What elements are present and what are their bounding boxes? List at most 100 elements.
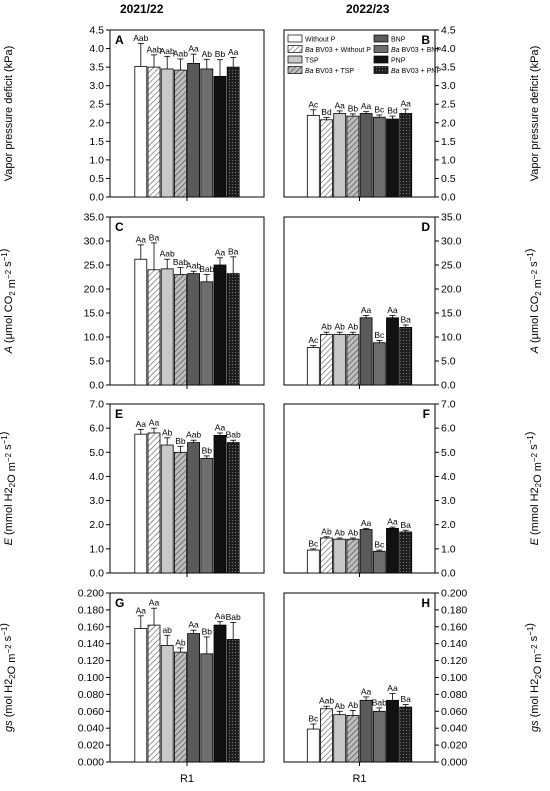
panel-c-ytick-label: 10.0: [84, 332, 105, 344]
panel-d-bar: [306, 347, 320, 386]
panel-g-bar: [134, 628, 148, 763]
panel-g-frame: [109, 592, 265, 763]
panel-c-sig-letter: Ba: [149, 232, 160, 242]
legend-label: Ba BV03 + TSP: [305, 68, 354, 75]
panel-h-letter: H: [421, 596, 430, 610]
panel-h-bar: [372, 710, 386, 763]
panel-c-sig-letter: Bab: [173, 257, 188, 267]
panel-h-bar: [306, 728, 320, 763]
legend-label: BNP: [391, 37, 406, 44]
panel-b-bar: [320, 119, 333, 198]
panel-g-sig-letter: Aa: [188, 620, 199, 630]
panel-h-sig-letter: Bab: [372, 697, 387, 707]
panel-b-sig-letter: Aa: [361, 101, 372, 111]
panel-f-bar: [359, 529, 373, 574]
panel-d-ytick-label: 20.0: [441, 284, 462, 296]
panel-b-sig-letter: Bd: [321, 107, 332, 117]
panel-h-bar: [386, 699, 399, 763]
panel-e-bar: [226, 442, 240, 574]
panel-h-xtick-label: R1: [352, 773, 366, 785]
panel-h-ytick-label: 0.140: [441, 638, 467, 650]
panel-a-ytick-label: 3.0: [89, 80, 104, 92]
panel-b-bar: [306, 114, 320, 198]
panel-c-ytick-label: 0.0: [89, 380, 104, 392]
panel-a-ytick-label: 1.5: [89, 136, 104, 148]
panel-b-sig-letter: Ac: [308, 99, 319, 109]
panel-c-ylabel: A (μmol CO2 m−2 s−1): [0, 249, 18, 355]
panel-b-bar: [346, 115, 360, 198]
panel-g-bar: [173, 651, 187, 763]
panel-h-ytick-label: 0.160: [441, 621, 467, 633]
panel-a-bar: [200, 68, 214, 198]
panel-d-sig-letter: Ba: [400, 315, 411, 325]
legend-swatch: [287, 66, 303, 74]
panel-h-ytick-label: 0.200: [441, 588, 467, 600]
panel-b-letter: B: [421, 33, 430, 47]
panel-h-ytick-label: 0.000: [441, 757, 467, 769]
legend-swatch: [373, 34, 389, 43]
panel-f-bar: [333, 538, 347, 574]
panel-e-ytick-label: 5.0: [89, 447, 104, 459]
panel-e-bar: [160, 444, 174, 574]
panel-f-letter: F: [423, 407, 430, 421]
panel-h-sig-letter: Aa: [361, 686, 372, 696]
panel-h-ytick-label: 0.080: [441, 689, 467, 701]
panel-a: 0.00.51.01.52.02.53.03.54.04.5A AabAabAab…: [89, 25, 265, 204]
panel-d-bar: [320, 334, 333, 386]
panel-e-ytick-label: 0.0: [89, 568, 104, 580]
panel-b-ytick-label: 1.0: [441, 154, 456, 166]
panel-d-ytick-label: 10.0: [441, 332, 462, 344]
panel-d-bar: [386, 317, 399, 386]
panel-a-sig-letter: Aab: [160, 46, 175, 56]
panel-e-sig-letter: Aab: [186, 430, 201, 440]
panel-h-sig-letter: Ab: [348, 700, 359, 710]
panel-a-ytick-label: 4.0: [89, 43, 104, 55]
panel-a-ytick-label: 4.5: [89, 25, 104, 37]
panel-c-letter: C: [115, 220, 124, 234]
panel-g-letter: G: [115, 596, 124, 610]
panel-b-ytick-label: 0.5: [441, 173, 456, 185]
legend-swatch: [287, 45, 303, 53]
panel-d-bar: [333, 334, 347, 386]
panel-f-sig-letter: Ab: [348, 527, 359, 537]
panel-f-ytick-label: 0.0: [441, 568, 456, 580]
panel-e-ytick-label: 7.0: [89, 399, 104, 411]
panel-c-sig-letter: Aab: [160, 249, 175, 259]
panel-a-sig-letter: Aa: [228, 47, 239, 57]
panel-b-ytick-label: 2.5: [441, 99, 456, 111]
panel-g-bar: [160, 644, 174, 763]
panel-f-bar: [399, 531, 413, 574]
panel-b-sig-letter: Bb: [348, 103, 359, 113]
panel-c-bar: [187, 273, 201, 386]
panel-b-sig-letter: Bc: [374, 104, 385, 114]
panel-b-bar: [333, 113, 347, 198]
panel-e-ylabel: E (mmol H22O m−2 s−1): [0, 432, 18, 546]
panel-a-bar: [226, 66, 240, 198]
panel-g-ytick-label: 0.160: [78, 621, 104, 633]
panel-f-sig-letter: Aa: [361, 518, 372, 528]
panel-f-bar: [306, 549, 320, 574]
panel-a-sig-letter: Bb: [215, 49, 226, 59]
panel-d-sig-letter: Aa: [387, 305, 398, 315]
panel-c-bar: [160, 268, 174, 386]
panel-d-bar: [346, 334, 360, 386]
panel-g-ytick-label: 0.000: [78, 757, 104, 769]
panel-g-sig-letter: Bb: [202, 626, 213, 636]
panel-f-ytick-label: 5.0: [441, 447, 456, 459]
panel-a-letter: A: [115, 33, 124, 47]
panel-d-sig-letter: Ac: [308, 335, 319, 345]
panel-a-bar: [187, 63, 201, 198]
panel-h-ytick-label: 0.060: [441, 706, 467, 718]
panel-b-sig-letter: Bd: [387, 106, 398, 116]
panel-a-sig-letter: Aab: [133, 33, 148, 43]
panel-e-letter: E: [115, 407, 123, 421]
legend-label: Without P: [305, 37, 336, 44]
panel-f-frame: [283, 403, 436, 574]
panel-g-ylabel: gs (mol H22O m−2 s−1): [0, 623, 18, 732]
panel-f-sig-letter: Bc: [374, 540, 385, 550]
